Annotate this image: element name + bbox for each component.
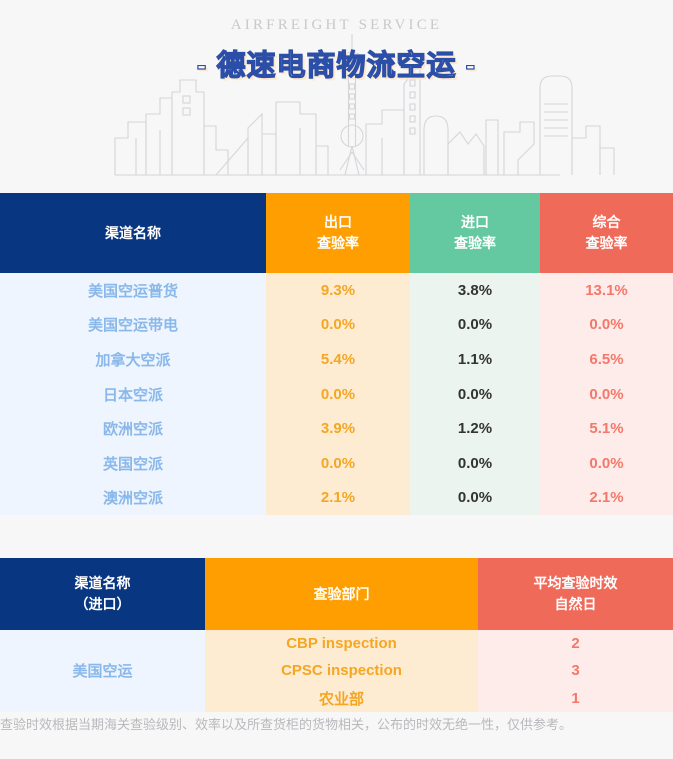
column-header-department: 查验部门: [205, 558, 478, 630]
cell-export-rate: 0.0%: [266, 445, 410, 481]
column-header-department-label: 查验部门: [313, 585, 370, 602]
cell-average-days: 1: [478, 684, 673, 712]
cell-export-rate: 9.3%: [266, 273, 410, 308]
table-row: 美国空运普货 9.3% 3.8% 13.1%: [0, 273, 673, 308]
table-row: 美国空运带电 0.0% 0.0% 0.0%: [0, 307, 673, 343]
cell-import-rate: 0.0%: [410, 376, 540, 412]
column-header-average-days-label: 平均查验时效: [533, 575, 618, 591]
cell-channel: 美国空运普货: [0, 273, 266, 308]
column-header-export-sub: 查验率: [317, 235, 359, 251]
column-header-export-label: 出口: [324, 214, 352, 230]
table-row: 农业部 1: [0, 684, 673, 712]
cell-department: CPSC inspection: [205, 657, 478, 685]
table-row: 欧洲空派 3.9% 1.2% 5.1%: [0, 411, 673, 446]
banner-eyebrow: AIRFREIGHT SERVICE: [230, 17, 443, 33]
column-header-channel-label: 渠道名称: [105, 224, 161, 241]
column-header-channel-import-sub: （进口）: [74, 596, 131, 612]
table-row: 澳洲空派 2.1% 0.0% 2.1%: [0, 480, 673, 516]
cell-average-days: 3: [478, 657, 673, 685]
cell-average-days: 2: [478, 630, 673, 658]
column-header-combined-label: 综合: [592, 214, 621, 230]
cell-combined-rate: 2.1%: [540, 480, 673, 516]
table-row: 美国空运 CBP inspection 2: [0, 630, 673, 712]
column-header-import-sub: 查验率: [454, 235, 496, 251]
table-header-row: 渠道名称 （进口） 查验部门 平均查验时效 自然日: [0, 558, 673, 630]
column-header-channel-import-label: 渠道名称: [74, 575, 131, 591]
page-title: - 德速电商物流空运 -: [196, 49, 477, 82]
cell-combined-rate: 13.1%: [540, 273, 673, 308]
cell-combined-rate: 6.5%: [540, 342, 673, 377]
cell-import-rate: 0.0%: [410, 307, 540, 343]
column-header-import-label: 进口: [461, 214, 489, 230]
cell-export-rate: 0.0%: [266, 376, 410, 412]
column-header-channel: 渠道名称: [0, 193, 266, 273]
column-header-average-days-sub: 自然日: [554, 596, 597, 612]
cell-department: 农业部: [205, 684, 478, 712]
table-header-row: 渠道名称 出口 查验率 进口 查验率 综合 查验率: [0, 193, 673, 273]
cell-export-rate: 5.4%: [266, 342, 410, 377]
cell-department: CBP inspection: [205, 630, 478, 658]
cell-import-rate: 0.0%: [410, 480, 540, 516]
cell-import-rate: 1.1%: [410, 342, 540, 377]
cell-channel: 澳洲空派: [0, 480, 266, 516]
cell-combined-rate: 0.0%: [540, 445, 673, 481]
inspection-department-table: 渠道名称 （进口） 查验部门 平均查验时效 自然日 美国空运 CBP inspe…: [0, 558, 673, 712]
cell-export-rate: 3.9%: [266, 411, 410, 446]
cell-channel: 英国空派: [0, 445, 266, 481]
cell-channel: 美国空运带电: [0, 307, 266, 343]
cell-combined-rate: 0.0%: [540, 376, 673, 412]
footnote-text: 查验时效根据当期海关查验级别、效率以及所查货柜的货物相关，公布的时效无绝一性，仅…: [0, 717, 573, 732]
column-header-channel-import: 渠道名称 （进口）: [0, 558, 205, 630]
column-header-export-rate: 出口 查验率: [266, 193, 410, 273]
inspection-rate-table: 渠道名称 出口 查验率 进口 查验率 综合 查验率 美国空运普货 9.3%: [0, 193, 673, 516]
column-header-average-days: 平均查验时效 自然日: [478, 558, 673, 630]
cell-combined-rate: 5.1%: [540, 411, 673, 446]
table-row: 日本空派 0.0% 0.0% 0.0%: [0, 376, 673, 412]
column-header-combined-rate: 综合 查验率: [540, 193, 673, 273]
table-row: 加拿大空派 5.4% 1.1% 6.5%: [0, 342, 673, 377]
cell-import-rate: 0.0%: [410, 445, 540, 481]
page-banner: AIRFREIGHT SERVICE - 德速电商物流空运 -: [0, 0, 673, 193]
table-row: CPSC inspection 3: [0, 657, 673, 685]
city-skyline-icon: [114, 34, 615, 176]
cell-channel: 日本空派: [0, 376, 266, 412]
cell-channel: 美国空运: [0, 630, 205, 712]
cell-import-rate: 3.8%: [410, 273, 540, 308]
cell-import-rate: 1.2%: [410, 411, 540, 446]
column-header-combined-sub: 查验率: [585, 235, 628, 251]
cell-export-rate: 2.1%: [266, 480, 410, 516]
cell-channel: 欧洲空派: [0, 411, 266, 446]
cell-channel: 加拿大空派: [0, 342, 266, 377]
column-header-import-rate: 进口 查验率: [410, 193, 540, 273]
table-row: 英国空派 0.0% 0.0% 0.0%: [0, 445, 673, 481]
cell-export-rate: 0.0%: [266, 307, 410, 343]
cell-combined-rate: 0.0%: [540, 307, 673, 343]
